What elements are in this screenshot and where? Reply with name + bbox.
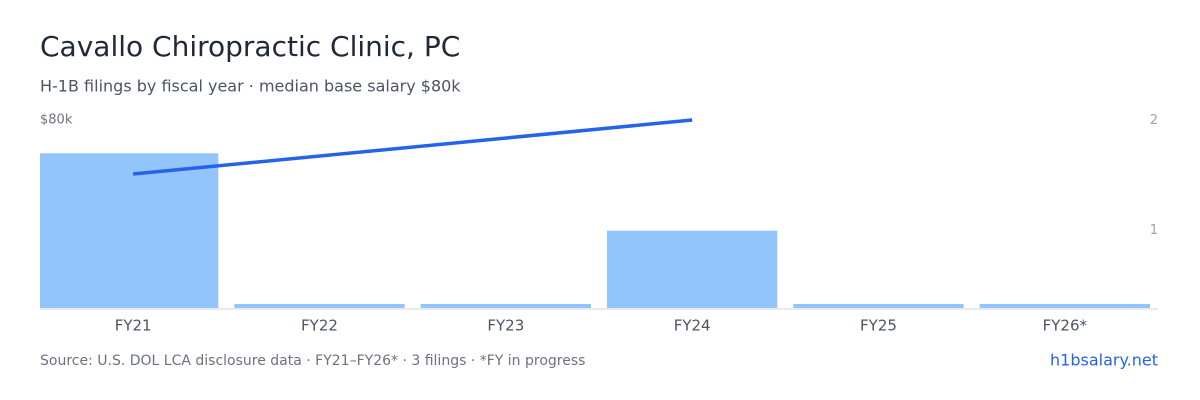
salary-line: [132, 118, 693, 176]
bar: [979, 304, 1150, 308]
x-tick-label: FY22: [301, 317, 338, 335]
bar: [793, 304, 964, 308]
bar: [607, 230, 778, 308]
bar: [420, 304, 591, 308]
x-tick-label: FY25: [860, 317, 897, 335]
chart-title: Cavallo Chiropractic Clinic, PC: [40, 30, 460, 63]
y-tick-label: $80k: [40, 113, 73, 128]
x-tick-label: FY23: [487, 317, 524, 335]
y2-tick-label: 2: [1150, 113, 1158, 128]
x-tick-label: FY24: [674, 317, 711, 335]
bar: [234, 304, 405, 308]
x-tick-label: FY21: [115, 317, 152, 335]
x-tick-label: FY26*: [1043, 317, 1088, 335]
y2-tick-label: 1: [1150, 223, 1158, 238]
site-link[interactable]: h1bsalary.net: [1050, 351, 1158, 370]
chart-subtitle: H-1B filings by fiscal year · median bas…: [40, 77, 461, 96]
bar: [40, 153, 219, 308]
source-note: Source: U.S. DOL LCA disclosure data · F…: [40, 353, 585, 369]
